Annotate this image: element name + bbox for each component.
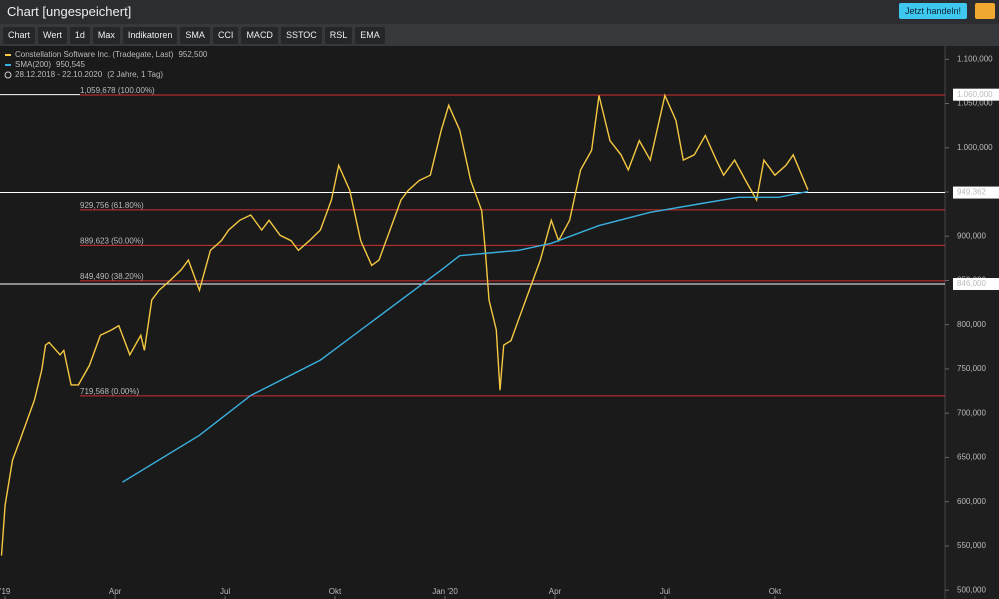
series-line <box>122 190 809 483</box>
date-range: 28.12.2018 - 22.10.2020 <box>15 70 103 79</box>
x-tick-label: Apr <box>109 587 122 596</box>
clock-icon <box>4 71 12 79</box>
y-tick-label: 1.050,000 <box>957 99 993 108</box>
x-tick-label: Okt <box>769 587 782 596</box>
x-tick-label: Apr <box>549 587 562 596</box>
trade-button[interactable]: Jetzt handeln! <box>898 3 967 19</box>
toolbar-button[interactable]: Wert <box>38 26 67 44</box>
toolbar-button[interactable]: Chart <box>3 26 36 44</box>
y-axis-area <box>945 46 999 599</box>
x-tick-label: Jul <box>660 587 670 596</box>
toolbar-button[interactable]: Max <box>92 26 120 44</box>
fib-label: 1,059,678 (100.00%) <box>80 86 155 95</box>
legend-name: Constellation Software Inc. (Tradegate, … <box>15 50 174 59</box>
legend-swatch <box>5 64 11 66</box>
toolbar-button[interactable]: 1d <box>69 26 90 44</box>
fib-label: 929,756 (61.80%) <box>80 201 144 210</box>
legend-value: 950,545 <box>56 60 85 69</box>
legend-name: SMA(200) <box>15 60 51 69</box>
price-tag <box>953 88 999 101</box>
y-tick-label: 600,000 <box>957 497 986 506</box>
play-button[interactable] <box>975 3 995 19</box>
x-tick-label: Jul <box>220 587 230 596</box>
y-tick-label: 550,000 <box>957 541 986 550</box>
x-tick-label: Okt <box>329 587 342 596</box>
y-tick-label: 800,000 <box>957 320 986 329</box>
y-tick-label: 1.000,000 <box>957 143 993 152</box>
y-tick-label: 900,000 <box>957 231 986 240</box>
price-tag-label: 846,000 <box>957 279 986 288</box>
toolbar-button[interactable]: EMA <box>355 26 385 44</box>
toolbar-button[interactable]: SMA <box>180 26 210 44</box>
toolbar-button[interactable]: Indikatoren <box>122 26 178 44</box>
x-tick-label: '19 <box>0 587 11 596</box>
period: (2 Jahre, 1 Tag) <box>107 70 163 79</box>
price-tag <box>953 186 999 199</box>
y-tick-label: 500,000 <box>957 585 986 594</box>
toolbar: Chart Wert 1d Max Indikatoren SMA CCI MACD SSTOC… <box>0 24 999 46</box>
price-tag-label: 949,362 <box>957 188 986 197</box>
toolbar-button[interactable]: CCI <box>212 26 239 44</box>
y-tick-label: 700,000 <box>957 408 986 417</box>
y-tick-label: 1.100,000 <box>957 54 993 63</box>
y-tick-label: 650,000 <box>957 453 986 462</box>
legend-swatch <box>5 54 11 56</box>
legend-value: 952,500 <box>178 50 207 59</box>
fib-label: 889,623 (50.00%) <box>80 237 144 246</box>
price-tag <box>953 278 999 291</box>
y-tick-label: 750,000 <box>957 364 986 373</box>
toolbar-button[interactable]: MACD <box>241 26 278 44</box>
price-tag-label: 1.060,000 <box>957 90 993 99</box>
fib-label: 719,568 (0.00%) <box>80 387 139 396</box>
fib-label: 849,490 (38.20%) <box>80 272 144 281</box>
toolbar-button[interactable]: SSTOC <box>280 26 322 44</box>
toolbar-button[interactable]: RSL <box>324 26 353 44</box>
series-line <box>0 93 809 556</box>
window-title: Chart [ungespeichert] <box>0 0 999 24</box>
x-tick-label: Jan '20 <box>432 587 458 596</box>
